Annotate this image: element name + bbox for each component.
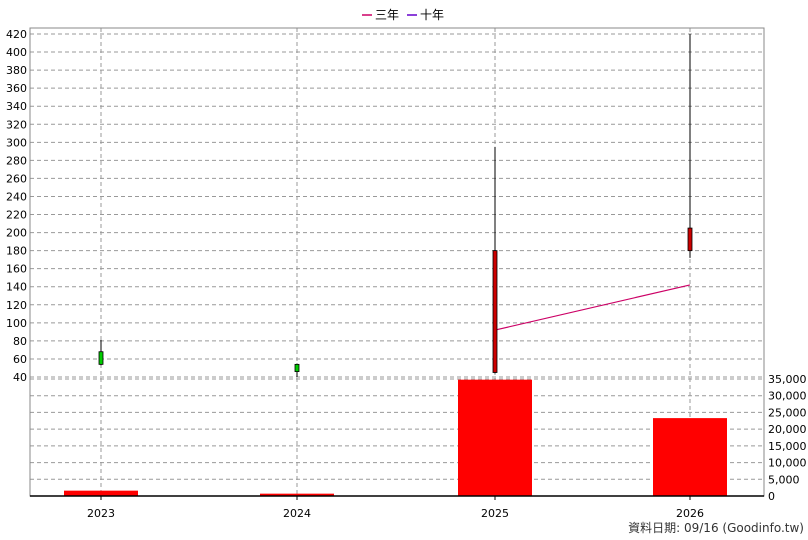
- legend-label-ten-year: 十年: [420, 8, 444, 22]
- candles: [98, 34, 693, 377]
- price-tick-label: 160: [6, 263, 27, 276]
- candle-body: [492, 250, 498, 373]
- price-tick-label: 420: [6, 28, 27, 41]
- volume-tick-label: 30,000: [768, 390, 807, 403]
- price-tick-label: 100: [6, 317, 27, 330]
- price-tick-label: 380: [6, 64, 27, 77]
- legend-label-three-year: 三年: [375, 8, 399, 22]
- x-tick-label: 2026: [676, 507, 704, 520]
- price-tick-label: 400: [6, 46, 27, 59]
- volume-tick-label: 20,000: [768, 423, 807, 436]
- volume-tick-label: 10,000: [768, 457, 807, 470]
- price-tick-label: 40: [13, 371, 27, 384]
- data-date-footer: 資料日期: 09/16 (Goodinfo.tw): [628, 521, 804, 535]
- volume-bar: [458, 379, 532, 496]
- volume-bars: [64, 379, 727, 496]
- volume-tick-label: 5,000: [768, 473, 800, 486]
- price-tick-label: 220: [6, 209, 27, 222]
- three-year-line: [494, 284, 691, 331]
- price-tick-label: 360: [6, 82, 27, 95]
- legend: 三年 十年: [362, 8, 444, 22]
- candle-body: [687, 227, 693, 252]
- volume-tick-label: 15,000: [768, 440, 807, 453]
- price-tick-label: 340: [6, 100, 27, 113]
- x-tick-label: 2023: [87, 507, 115, 520]
- candle-body: [98, 351, 104, 365]
- price-tick-label: 180: [6, 245, 27, 258]
- candle-body: [294, 363, 300, 372]
- price-tick-label: 60: [13, 353, 27, 366]
- price-tick-label: 120: [6, 299, 27, 312]
- axes: 40 60 80 100 120 140 160 180 200 220 240 260 280 300 3…: [6, 27, 807, 520]
- x-tick-label: 2025: [481, 507, 509, 520]
- volume-bar: [260, 493, 334, 496]
- volume-tick-label: 0: [768, 490, 775, 503]
- price-tick-label: 280: [6, 154, 27, 167]
- volume-bar: [64, 490, 138, 496]
- price-tick-label: 260: [6, 172, 27, 185]
- volume-tick-label: 25,000: [768, 406, 807, 419]
- price-tick-label: 80: [13, 335, 27, 348]
- x-tick-label: 2024: [283, 507, 311, 520]
- price-tick-label: 200: [6, 227, 27, 240]
- price-tick-label: 140: [6, 281, 27, 294]
- volume-tick-label: 35,000: [768, 373, 807, 386]
- three-year-line-path: [494, 284, 691, 331]
- price-tick-label: 300: [6, 136, 27, 149]
- volume-bar: [653, 418, 727, 496]
- price-tick-label: 240: [6, 190, 27, 203]
- price-tick-label: 320: [6, 118, 27, 131]
